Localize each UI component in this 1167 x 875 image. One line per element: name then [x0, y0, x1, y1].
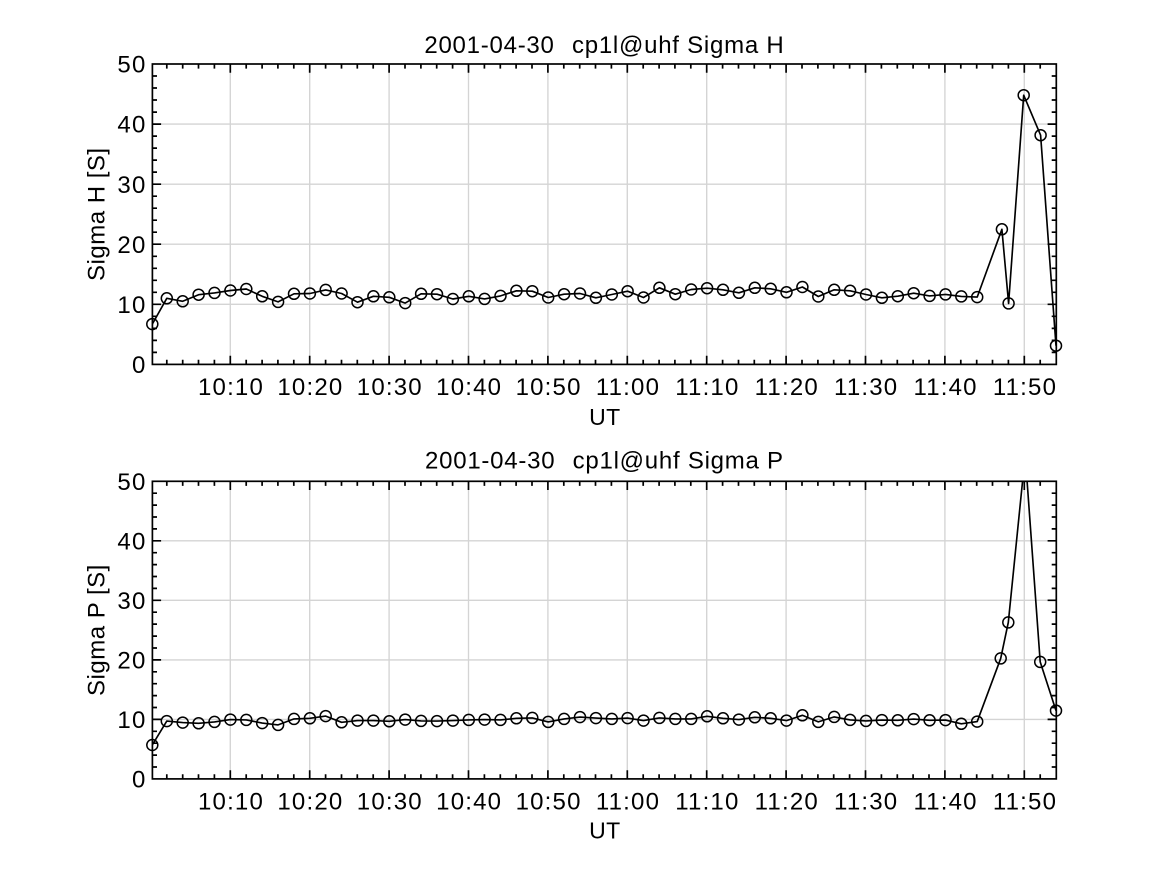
svg-text:10: 10 — [117, 292, 146, 319]
svg-text:UT: UT — [589, 404, 620, 430]
svg-text:10:50: 10:50 — [516, 789, 582, 816]
svg-text:2001-04-30 cp1l@uhf Sigma P: 2001-04-30 cp1l@uhf Sigma P — [425, 448, 784, 475]
svg-text:11:30: 11:30 — [834, 374, 898, 401]
svg-text:Sigma P [S]: Sigma P [S] — [84, 564, 111, 696]
svg-text:10:20: 10:20 — [277, 789, 343, 816]
svg-text:10:20: 10:20 — [277, 374, 343, 401]
svg-text:20: 20 — [117, 232, 146, 259]
svg-text:10: 10 — [117, 707, 146, 734]
svg-text:2001-04-30 cp1l@uhf Sigma H: 2001-04-30 cp1l@uhf Sigma H — [424, 32, 784, 59]
svg-text:40: 40 — [117, 528, 146, 555]
svg-text:11:00: 11:00 — [596, 374, 660, 401]
svg-text:11:30: 11:30 — [834, 789, 898, 816]
svg-text:11:40: 11:40 — [913, 374, 977, 401]
svg-text:20: 20 — [117, 648, 146, 675]
svg-text:0: 0 — [132, 352, 147, 379]
svg-text:UT: UT — [589, 818, 620, 844]
svg-text:10:10: 10:10 — [198, 374, 264, 401]
svg-text:11:40: 11:40 — [913, 789, 977, 816]
svg-text:11:10: 11:10 — [675, 789, 739, 816]
svg-text:40: 40 — [117, 112, 146, 139]
svg-text:11:50: 11:50 — [993, 789, 1057, 816]
svg-text:Sigma H [S]: Sigma H [S] — [84, 147, 111, 281]
svg-text:0: 0 — [132, 767, 147, 794]
svg-text:30: 30 — [117, 588, 146, 615]
svg-text:11:50: 11:50 — [993, 374, 1057, 401]
svg-text:10:40: 10:40 — [436, 789, 502, 816]
svg-text:50: 50 — [117, 469, 146, 496]
svg-text:10:40: 10:40 — [436, 374, 502, 401]
svg-text:50: 50 — [117, 52, 146, 79]
svg-text:11:20: 11:20 — [755, 789, 819, 816]
svg-text:11:10: 11:10 — [675, 374, 739, 401]
svg-text:10:10: 10:10 — [198, 789, 264, 816]
svg-text:10:30: 10:30 — [357, 789, 423, 816]
svg-text:30: 30 — [117, 172, 146, 199]
svg-text:11:00: 11:00 — [596, 789, 660, 816]
svg-text:10:30: 10:30 — [357, 374, 423, 401]
svg-text:10:50: 10:50 — [516, 374, 582, 401]
svg-text:11:20: 11:20 — [755, 374, 819, 401]
